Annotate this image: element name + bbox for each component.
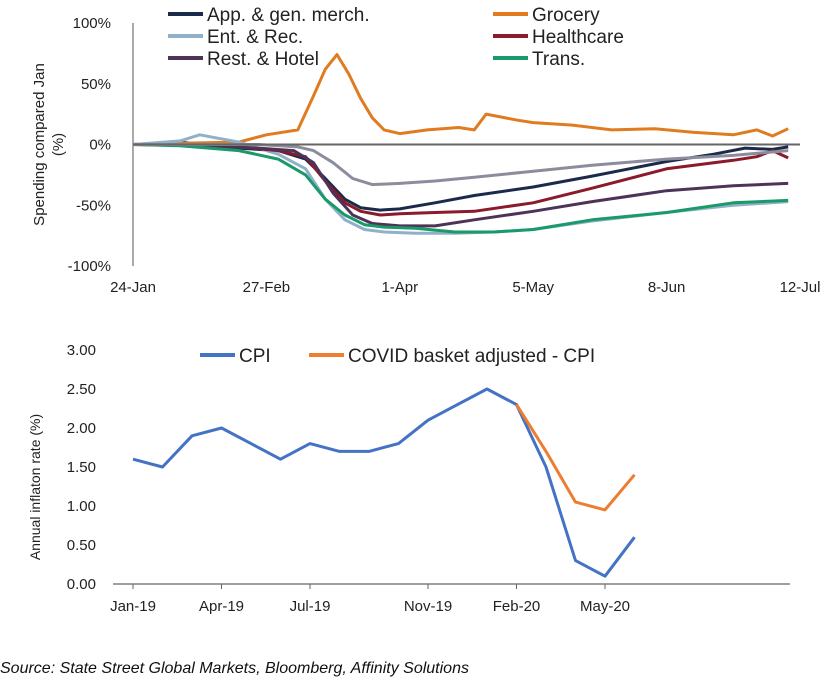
x-tick-label: 12-Jul — [780, 279, 821, 296]
y-tick-label: 0.00 — [67, 576, 96, 593]
x-tick-label: 24-Jan — [110, 279, 156, 296]
inflation-chart: 3.00 2.50 2.00 1.50 1.00 0.50 0.00 Jan-19 Apr-1… — [27, 342, 790, 615]
legend-label: Grocery — [532, 5, 600, 26]
series-line-1 — [515, 403, 636, 512]
y-tick-label: 50% — [81, 76, 111, 93]
y-tick-label: 2.00 — [67, 420, 96, 437]
y-axis-label: Annual inflaton rate (%) — [27, 414, 43, 560]
x-tick-label: Apr-19 — [199, 598, 244, 615]
x-tick-label: Jan-19 — [110, 598, 156, 615]
y-axis-label: Spending compared Jan — [31, 63, 48, 226]
source-note: Source: State Street Global Markets, Blo… — [0, 660, 469, 677]
legend-label: Trans. — [532, 49, 585, 70]
legend-label: Healthcare — [532, 27, 624, 48]
legend-label: COVID basket adjusted - CPI — [348, 346, 595, 367]
x-tick-label: 1-Apr — [381, 279, 418, 296]
x-tick-label: 27-Feb — [243, 279, 291, 296]
spending-chart: 100% 50% 0% -50% -100% 24-Jan 27-Feb 1-Apr 5-Ma… — [31, 5, 821, 296]
y-tick-label: 0.50 — [67, 537, 96, 554]
x-tick-label: 5-May — [512, 279, 554, 296]
series-line-5 — [132, 143, 789, 234]
legend-label: Ent. & Rec. — [207, 27, 303, 48]
y-tick-label: -100% — [68, 258, 111, 275]
legend-label: App. & gen. merch. — [207, 5, 370, 26]
series-line-6 — [133, 143, 789, 187]
x-tick-label: Jul-19 — [290, 598, 331, 615]
series-line-0 — [132, 387, 636, 578]
y-tick-label: 100% — [73, 15, 111, 32]
y-tick-label: 0% — [89, 137, 111, 154]
y-axis-label-unit: (%) — [50, 133, 67, 156]
x-tick-label: Feb-20 — [493, 598, 541, 615]
x-tick-label: May-20 — [580, 598, 630, 615]
y-tick-label: 1.50 — [67, 459, 96, 476]
y-tick-label: 1.00 — [67, 498, 96, 515]
series-line-1 — [132, 53, 789, 146]
y-tick-label: -50% — [76, 197, 111, 214]
x-tick-label: Nov-19 — [404, 598, 452, 615]
x-tick-label: 8-Jun — [648, 279, 686, 296]
legend-label: Rest. & Hotel — [207, 49, 319, 70]
series-line-4 — [132, 143, 789, 228]
legend-label: CPI — [239, 346, 271, 367]
y-tick-label: 2.50 — [67, 381, 96, 398]
y-tick-label: 3.00 — [67, 342, 96, 359]
series-line-0 — [132, 140, 789, 212]
